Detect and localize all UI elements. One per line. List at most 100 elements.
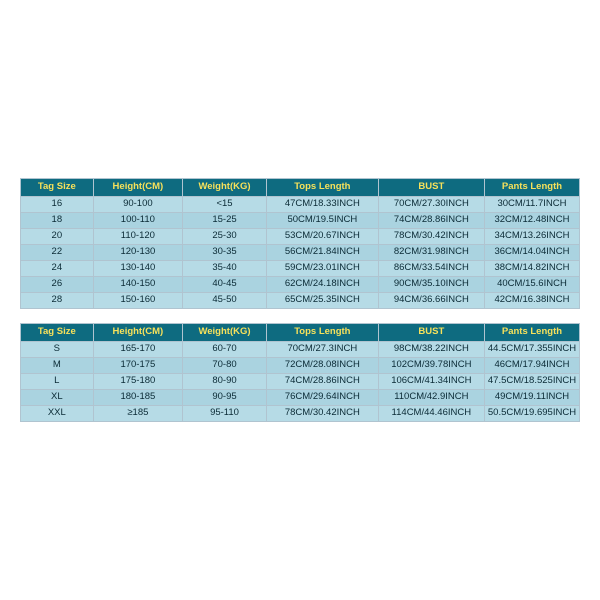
header-tops: Tops Length (266, 179, 378, 197)
cell-tag: 26 (21, 277, 94, 293)
table-row: M170-17570-8072CM/28.08INCH102CM/39.78IN… (21, 358, 580, 374)
cell-height: 140-150 (93, 277, 182, 293)
cell-height: 165-170 (93, 342, 182, 358)
cell-bust: 86CM/33.54INCH (378, 261, 484, 277)
cell-pants: 38CM/14.82INCH (484, 261, 579, 277)
cell-height: 120-130 (93, 245, 182, 261)
cell-tops: 65CM/25.35INCH (266, 293, 378, 309)
cell-pants: 30CM/11.7INCH (484, 197, 579, 213)
cell-tops: 76CM/29.64INCH (266, 390, 378, 406)
cell-height: 130-140 (93, 261, 182, 277)
header-height: Height(CM) (93, 324, 182, 342)
cell-tops: 56CM/21.84INCH (266, 245, 378, 261)
cell-bust: 106CM/41.34INCH (378, 374, 484, 390)
cell-pants: 47.5CM/18.525INCH (484, 374, 579, 390)
cell-weight: <15 (183, 197, 267, 213)
cell-pants: 49CM/19.11INCH (484, 390, 579, 406)
header-tag: Tag Size (21, 324, 94, 342)
cell-pants: 32CM/12.48INCH (484, 213, 579, 229)
cell-pants: 44.5CM/17.355INCH (484, 342, 579, 358)
cell-tag: L (21, 374, 94, 390)
header-tops: Tops Length (266, 324, 378, 342)
cell-tops: 72CM/28.08INCH (266, 358, 378, 374)
cell-weight: 90-95 (183, 390, 267, 406)
cell-weight: 95-110 (183, 406, 267, 422)
cell-tag: 18 (21, 213, 94, 229)
cell-tag: 20 (21, 229, 94, 245)
table-row: XL180-18590-9576CM/29.64INCH110CM/42.9IN… (21, 390, 580, 406)
cell-pants: 46CM/17.94INCH (484, 358, 579, 374)
cell-bust: 114CM/44.46INCH (378, 406, 484, 422)
cell-tag: XXL (21, 406, 94, 422)
cell-tops: 47CM/18.33INCH (266, 197, 378, 213)
cell-bust: 98CM/38.22INCH (378, 342, 484, 358)
table-row: 24130-14035-4059CM/23.01INCH86CM/33.54IN… (21, 261, 580, 277)
cell-weight: 70-80 (183, 358, 267, 374)
header-bust: BUST (378, 179, 484, 197)
size-tables-container: Tag Size Height(CM) Weight(KG) Tops Leng… (20, 178, 580, 422)
cell-weight: 80-90 (183, 374, 267, 390)
table-row: 20110-12025-3053CM/20.67INCH78CM/30.42IN… (21, 229, 580, 245)
cell-height: 170-175 (93, 358, 182, 374)
table-row: XXL≥18595-11078CM/30.42INCH114CM/44.46IN… (21, 406, 580, 422)
header-pants: Pants Length (484, 179, 579, 197)
cell-height: 110-120 (93, 229, 182, 245)
adult-size-tbody: S165-17060-7070CM/27.3INCH98CM/38.22INCH… (21, 342, 580, 422)
table-row: 28150-16045-5065CM/25.35INCH94CM/36.66IN… (21, 293, 580, 309)
cell-tops: 74CM/28.86INCH (266, 374, 378, 390)
cell-bust: 70CM/27.30INCH (378, 197, 484, 213)
cell-weight: 25-30 (183, 229, 267, 245)
header-bust: BUST (378, 324, 484, 342)
cell-bust: 82CM/31.98INCH (378, 245, 484, 261)
cell-weight: 40-45 (183, 277, 267, 293)
header-height: Height(CM) (93, 179, 182, 197)
cell-tag: 16 (21, 197, 94, 213)
table-row: S165-17060-7070CM/27.3INCH98CM/38.22INCH… (21, 342, 580, 358)
cell-pants: 50.5CM/19.695INCH (484, 406, 579, 422)
cell-weight: 15-25 (183, 213, 267, 229)
cell-height: 100-110 (93, 213, 182, 229)
cell-tops: 70CM/27.3INCH (266, 342, 378, 358)
cell-height: ≥185 (93, 406, 182, 422)
cell-tag: S (21, 342, 94, 358)
table-row: L175-18080-9074CM/28.86INCH106CM/41.34IN… (21, 374, 580, 390)
cell-bust: 94CM/36.66INCH (378, 293, 484, 309)
cell-tag: M (21, 358, 94, 374)
cell-height: 90-100 (93, 197, 182, 213)
kids-size-table: Tag Size Height(CM) Weight(KG) Tops Leng… (20, 178, 580, 309)
cell-bust: 78CM/30.42INCH (378, 229, 484, 245)
cell-weight: 45-50 (183, 293, 267, 309)
cell-tag: 28 (21, 293, 94, 309)
table-row: 18100-11015-2550CM/19.5INCH74CM/28.86INC… (21, 213, 580, 229)
cell-weight: 30-35 (183, 245, 267, 261)
cell-tops: 50CM/19.5INCH (266, 213, 378, 229)
cell-bust: 90CM/35.10INCH (378, 277, 484, 293)
cell-tag: 24 (21, 261, 94, 277)
table-header-row: Tag Size Height(CM) Weight(KG) Tops Leng… (21, 179, 580, 197)
cell-height: 150-160 (93, 293, 182, 309)
table-header-row: Tag Size Height(CM) Weight(KG) Tops Leng… (21, 324, 580, 342)
header-weight: Weight(KG) (183, 179, 267, 197)
cell-height: 175-180 (93, 374, 182, 390)
header-weight: Weight(KG) (183, 324, 267, 342)
cell-pants: 42CM/16.38INCH (484, 293, 579, 309)
cell-weight: 60-70 (183, 342, 267, 358)
header-tag: Tag Size (21, 179, 94, 197)
cell-weight: 35-40 (183, 261, 267, 277)
cell-tops: 62CM/24.18INCH (266, 277, 378, 293)
cell-height: 180-185 (93, 390, 182, 406)
adult-size-table: Tag Size Height(CM) Weight(KG) Tops Leng… (20, 323, 580, 422)
cell-bust: 74CM/28.86INCH (378, 213, 484, 229)
cell-bust: 102CM/39.78INCH (378, 358, 484, 374)
table-row: 26140-15040-4562CM/24.18INCH90CM/35.10IN… (21, 277, 580, 293)
header-pants: Pants Length (484, 324, 579, 342)
cell-bust: 110CM/42.9INCH (378, 390, 484, 406)
table-row: 1690-100<1547CM/18.33INCH70CM/27.30INCH3… (21, 197, 580, 213)
cell-tops: 59CM/23.01INCH (266, 261, 378, 277)
cell-pants: 36CM/14.04INCH (484, 245, 579, 261)
kids-size-tbody: 1690-100<1547CM/18.33INCH70CM/27.30INCH3… (21, 197, 580, 309)
cell-pants: 40CM/15.6INCH (484, 277, 579, 293)
cell-tag: 22 (21, 245, 94, 261)
cell-tag: XL (21, 390, 94, 406)
table-spacer (20, 309, 580, 323)
